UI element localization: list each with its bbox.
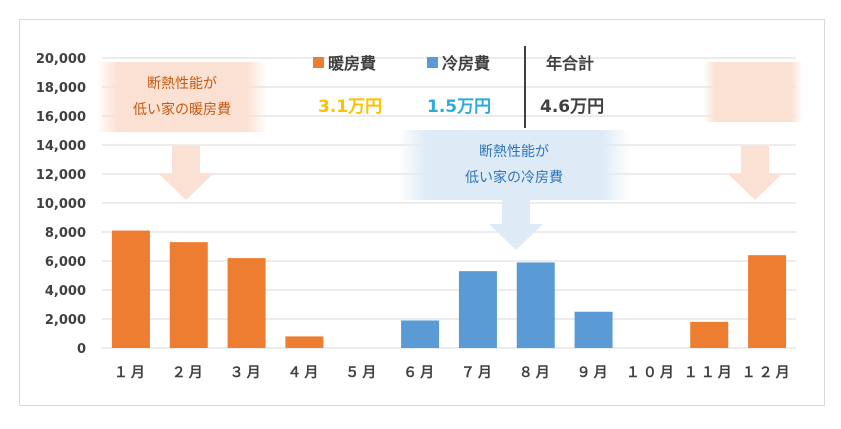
y-tick-label: 18,000 (36, 81, 86, 96)
cooling-swatch-icon (427, 56, 438, 68)
cooling-bar (458, 271, 497, 348)
legend-heating-label: 暖房費 (328, 54, 377, 73)
x-tick-label: ８月 (519, 365, 553, 381)
x-tick-label: １０月 (626, 365, 677, 381)
heating-bar (169, 242, 208, 348)
grand-total: 4.6万円 (540, 97, 605, 117)
legend-heating: 暖房費 (313, 50, 376, 74)
heating-arrow-left-icon (159, 146, 213, 200)
y-tick-label: 0 (77, 342, 86, 357)
heating-bar (748, 255, 787, 348)
x-tick-label: １月 (114, 365, 148, 381)
x-tick-label: ６月 (403, 365, 437, 381)
y-tick-label: 16,000 (36, 110, 86, 125)
x-tick-label: ４月 (287, 365, 321, 381)
cooling-bar (574, 311, 613, 348)
heating-callout: 断熱性能が 低い家の暖房費 (97, 62, 267, 132)
y-tick-label: 6,000 (45, 255, 86, 270)
legend-cooling: 冷房費 (427, 50, 490, 74)
legend-total-label: 年合計 (546, 54, 595, 73)
heating-bar (111, 230, 150, 348)
cooling-callout-line2: 低い家の冷房費 (465, 170, 563, 186)
y-tick-label: 10,000 (36, 197, 86, 212)
legend-cooling-label: 冷房費 (442, 54, 491, 73)
heating-swatch-icon (313, 56, 324, 68)
cooling-bar (516, 262, 555, 348)
cooling-total: 1.5万円 (427, 97, 492, 117)
y-tick-label: 2,000 (45, 313, 86, 328)
x-tick-label: ２月 (172, 365, 206, 381)
x-tick-label: １２月 (742, 365, 793, 381)
heating-callout-line2: 低い家の暖房費 (133, 102, 231, 118)
cooling-bar (401, 320, 440, 348)
x-axis-ticks: １月 ２月 ３月 ４月 ５月 ６月 ７月 ８月 ９月 １０月 １１月 １２月 (114, 365, 793, 381)
heating-callout-line1: 断熱性能が (147, 76, 217, 92)
x-tick-label: ７月 (461, 365, 495, 381)
y-tick-label: 20,000 (36, 52, 86, 67)
x-tick-label: ９月 (577, 365, 611, 381)
cooling-callout-line1: 断熱性能が (479, 144, 549, 160)
y-tick-label: 12,000 (36, 168, 86, 183)
x-tick-label: ５月 (345, 365, 379, 381)
y-tick-label: 8,000 (45, 226, 86, 241)
cooling-arrow-icon (489, 196, 543, 250)
y-tick-label: 14,000 (36, 139, 86, 154)
heating-callout-right-blank (703, 62, 803, 122)
heating-bar (227, 258, 266, 348)
x-tick-label: ３月 (230, 365, 264, 381)
heating-arrow-right-icon (728, 146, 782, 200)
x-tick-label: １１月 (684, 365, 735, 381)
heating-bar (690, 321, 729, 348)
heating-bar (285, 336, 324, 348)
y-tick-label: 4,000 (45, 284, 86, 299)
bars (111, 230, 787, 348)
y-axis-ticks: 0 2,000 4,000 6,000 8,000 10,000 12,000 14,000 1… (36, 52, 86, 357)
cooling-callout: 断熱性能が 低い家の冷房費 (398, 130, 630, 200)
legend-total: 年合計 (546, 50, 594, 74)
callout-arrows (159, 146, 782, 250)
heating-total: 3.1万円 (318, 97, 383, 117)
